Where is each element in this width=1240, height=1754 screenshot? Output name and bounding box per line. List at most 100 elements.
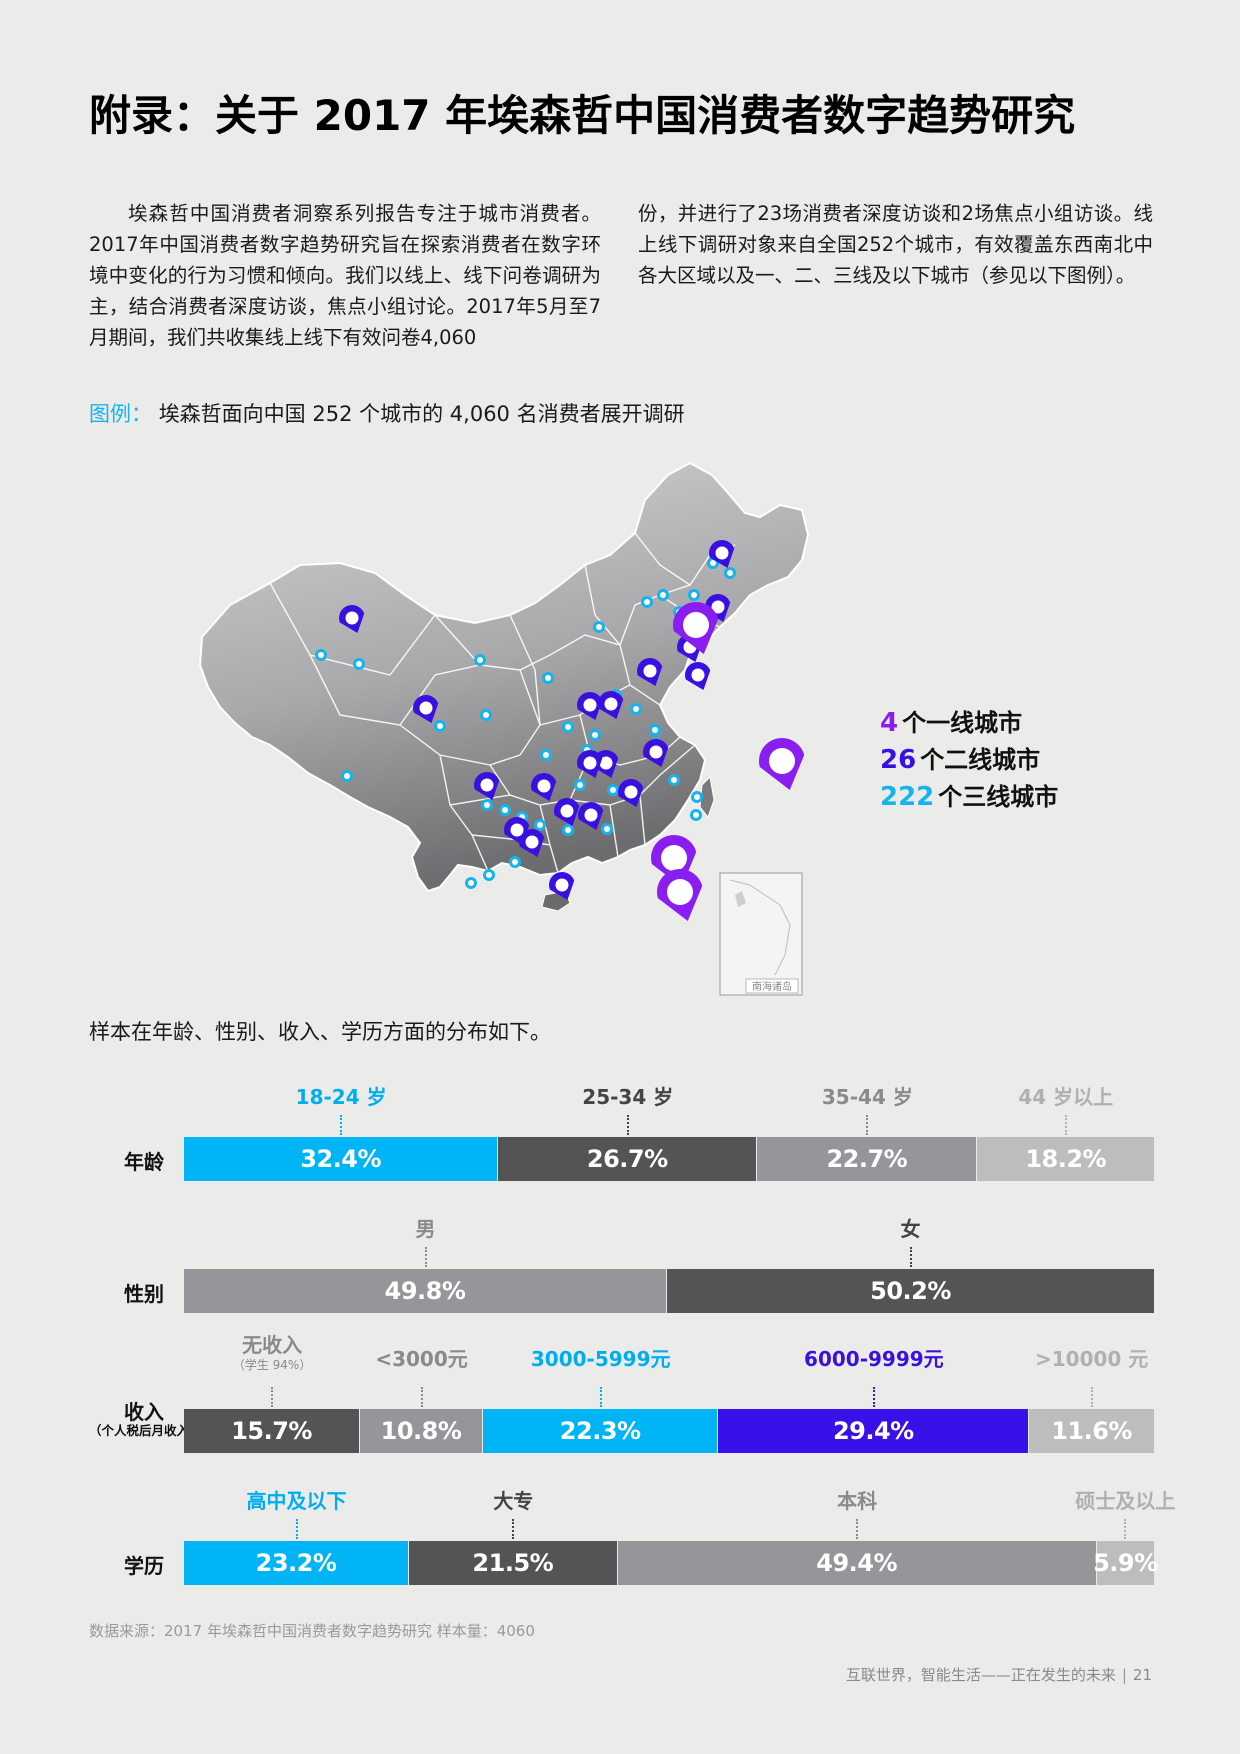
leader-dots <box>424 1247 427 1267</box>
tier3-city-marker <box>509 856 521 868</box>
tier3-city-marker <box>534 819 546 831</box>
tier3-city-marker <box>688 589 700 601</box>
tier3-city-marker <box>724 567 736 579</box>
leader-dots <box>420 1387 423 1407</box>
row-label-text: 学历 <box>124 1554 164 1578</box>
category-label: 3000-5999元 <box>531 1343 671 1372</box>
tier1-label: 个一线城市 <box>902 709 1023 737</box>
stacked-bar: 15.7% 10.8% 22.3% 29.4% 11.6% <box>184 1409 1154 1453</box>
category-label: 44 岁以上 <box>1018 1081 1113 1110</box>
tier2-city-marker <box>598 691 624 720</box>
category-name: >10000 元 <box>1034 1347 1149 1371</box>
tier3-city-marker <box>607 784 619 796</box>
china-mainland-shape <box>198 461 810 893</box>
bar-segment: 50.2% <box>667 1269 1154 1313</box>
bar-segment: 18.2% <box>977 1137 1154 1181</box>
tier3-city-marker <box>499 804 511 816</box>
tier1-city-marker-beijing <box>673 602 719 654</box>
tier2-city-markers <box>339 540 735 901</box>
leader-dots <box>626 1115 629 1135</box>
row-label-text: 性别 <box>124 1282 164 1306</box>
tier3-city-marker <box>341 770 353 782</box>
tier3-city-marker <box>474 654 486 666</box>
bar-segment: 23.2% <box>184 1541 410 1585</box>
tier3-label: 个三线城市 <box>938 783 1059 811</box>
tier2-city-marker <box>578 802 604 831</box>
category-name: 男 <box>415 1217 436 1241</box>
bar-segment: 10.8% <box>360 1409 483 1453</box>
category-label: >10000 元 <box>1035 1343 1148 1372</box>
category-name: 6000-9999元 <box>804 1347 944 1371</box>
tier2-city-marker <box>474 772 500 801</box>
category-name: 女 <box>900 1217 921 1241</box>
tier3-city-marker <box>542 672 554 684</box>
bar-segment: 22.3% <box>482 1409 719 1453</box>
row-sublabel: （个人税后月收入） <box>89 1423 202 1438</box>
category-name: <3000元 <box>375 1347 468 1371</box>
tier3-city-marker <box>668 774 680 786</box>
category-name: 25-34 岁 <box>582 1085 674 1109</box>
tier-legend-row: 26 个二线城市 <box>880 742 1058 779</box>
tier3-city-marker <box>480 709 492 721</box>
category-label: 女 <box>901 1213 921 1242</box>
taiwan-shape <box>699 775 715 819</box>
footer-text: 互联世界，智能生活——正在发生的未来 <box>845 1666 1116 1684</box>
category-label: 无收入 （学生 94%） <box>233 1329 312 1372</box>
tier2-label: 个二线城市 <box>920 746 1041 774</box>
south-china-sea-inset: 南海诸岛 <box>719 872 803 996</box>
leader-dots <box>872 1387 875 1407</box>
category-label: 35-44 岁 <box>822 1081 913 1110</box>
tier2-city-marker <box>339 605 365 634</box>
tier2-city-marker <box>577 750 603 779</box>
tier3-city-marker <box>574 779 586 791</box>
category-label: 本科 <box>837 1485 877 1514</box>
leader-dots <box>866 1115 869 1135</box>
leader-dots <box>271 1387 274 1407</box>
bar-segment: 32.4% <box>184 1137 499 1181</box>
intro-paragraph-right: 份，并进行了23场消费者深度访谈和2场焦点小组访谈。线上线下调研对象来自全国25… <box>638 202 1153 287</box>
tier2-city-marker <box>618 779 644 808</box>
china-map-svg: 南海诸岛 <box>198 461 810 996</box>
category-label: <3000元 <box>375 1343 467 1372</box>
row-label-text: 年龄 <box>124 1150 164 1174</box>
leader-dots <box>856 1519 859 1539</box>
tier-legend-row: 222 个三线城市 <box>880 779 1058 816</box>
leader-dots <box>295 1519 298 1539</box>
row-label: 学历 <box>89 1550 199 1579</box>
tier3-city-marker <box>353 658 365 670</box>
tier3-city-marker <box>691 791 703 803</box>
bar-segment: 15.7% <box>184 1409 361 1453</box>
tier3-city-marker <box>434 720 446 732</box>
tier3-city-marker <box>601 823 613 835</box>
row-label: 年龄 <box>89 1146 199 1175</box>
category-label: 18-24 岁 <box>296 1081 387 1110</box>
bar-segment: 22.7% <box>757 1137 978 1181</box>
tier3-city-marker <box>657 589 669 601</box>
intro-paragraph-left: 埃森哲中国消费者洞察系列报告专注于城市消费者。2017年中国消费者数字趋势研究旨… <box>89 202 601 349</box>
leader-dots <box>909 1247 912 1267</box>
stacked-bar: 32.4% 26.7% 22.7% 18.2% <box>184 1137 1154 1181</box>
bar-segment: 5.9% <box>1093 1541 1158 1585</box>
tier3-city-marker <box>649 724 661 736</box>
tier3-city-marker <box>593 621 605 633</box>
tier3-count: 222 <box>880 782 935 812</box>
category-subname: （学生 94%） <box>232 1358 312 1372</box>
tier2-city-marker <box>637 658 663 687</box>
tier1-city-marker-shanghai <box>759 738 805 790</box>
category-name: 44 岁以上 <box>1018 1085 1114 1109</box>
category-name: 本科 <box>837 1489 878 1513</box>
tier3-city-marker <box>481 799 493 811</box>
leader-dots <box>1064 1115 1067 1135</box>
tier2-count: 26 <box>880 745 917 775</box>
tier2-city-marker <box>685 662 711 691</box>
tier1-city-marker-shenzhen <box>657 869 703 921</box>
category-name: 硕士及以上 <box>1075 1489 1176 1513</box>
tier2-city-marker <box>705 594 731 623</box>
category-name: 高中及以下 <box>246 1489 347 1513</box>
figure-caption: 图例： 埃森哲面向中国 252 个城市的 4,060 名消费者展开调研 <box>89 398 685 428</box>
tier3-city-marker <box>562 824 574 836</box>
category-label: 25-34 岁 <box>582 1081 673 1110</box>
inset-label: 南海诸岛 <box>752 980 792 993</box>
category-label: 大专 <box>493 1485 533 1514</box>
tier-legend-row: 4 个一线城市 <box>880 705 1058 742</box>
